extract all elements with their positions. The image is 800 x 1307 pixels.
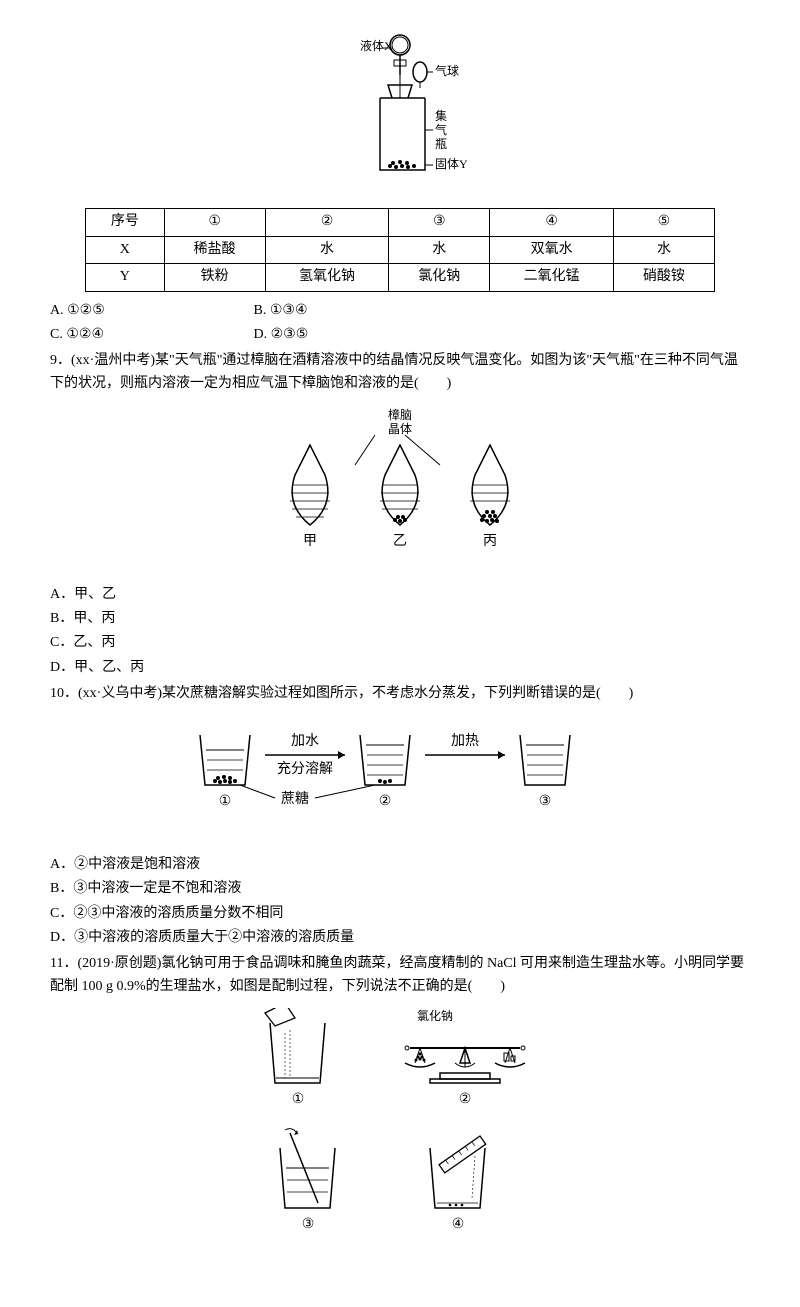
flask-label: 丙 <box>483 534 497 549</box>
cell: X <box>86 236 165 263</box>
q9-stem: 9．(xx·温州中考)某"天气瓶"通过樟脑在酒精溶液中的结晶情况反映气温变化。如… <box>50 350 750 395</box>
table-row: Y 铁粉 氢氧化钠 氯化钠 二氧化锰 硝酸铵 <box>86 264 715 291</box>
balloon-label: 气球 <box>435 63 459 78</box>
q10-figure: ① 加水 充分溶解 蔗糖 ② 加热 <box>50 715 750 843</box>
cell: 铁粉 <box>164 264 265 291</box>
choice: A．甲、乙 <box>50 584 750 606</box>
fig-title2: 晶体 <box>388 422 412 436</box>
q11-figure: ① 氯化钠 <box>50 1008 750 1276</box>
cell: Y <box>86 264 165 291</box>
bottle-label3: 瓶 <box>435 137 447 151</box>
fig-title: 樟脑 <box>388 407 412 422</box>
cell: 二氧化锰 <box>490 264 614 291</box>
q9-figure: 樟脑 晶体 甲 乙 <box>50 405 750 573</box>
q8-choice-row: A. ①②⑤ B. ①③④ <box>50 300 750 322</box>
choice: D. ②③⑤ <box>254 324 309 346</box>
cell: ⑤ <box>613 209 714 236</box>
arrow-label: 加水 <box>291 733 319 749</box>
cell: 水 <box>613 236 714 263</box>
beaker-num: ③ <box>539 794 552 809</box>
xy-table: 序号 ① ② ③ ④ ⑤ X 稀盐酸 水 水 双氧水 水 Y 铁粉 氢氧化钠 氯… <box>85 208 715 291</box>
step-num: ① <box>292 1092 305 1107</box>
choice: C. ①②④ <box>50 324 250 346</box>
bottle-label2: 气 <box>435 122 447 137</box>
beaker-num: ② <box>379 794 392 809</box>
arrow-label: 充分溶解 <box>277 761 333 777</box>
q10-stem: 10．(xx·义乌中考)某次蔗糖溶解实验过程如图所示，不考虑水分蒸发，下列判断错… <box>50 683 750 705</box>
q11-stem: 11．(2019·原创题)氯化钠可用于食品调味和腌鱼肉蔬菜，经高度精制的 NaC… <box>50 953 750 998</box>
cell: 水 <box>389 236 490 263</box>
step-num: ③ <box>302 1217 315 1232</box>
table-row: X 稀盐酸 水 水 双氧水 水 <box>86 236 715 263</box>
cell: 氢氧化钠 <box>265 264 389 291</box>
bottle-label: 集 <box>435 108 447 123</box>
choice: D．甲、乙、丙 <box>50 657 750 679</box>
choice: C．②③中溶液的溶质质量分数不相同 <box>50 903 750 925</box>
table-row: 序号 ① ② ③ ④ ⑤ <box>86 209 715 236</box>
choice: B．甲、丙 <box>50 608 750 630</box>
step-num: ② <box>459 1092 472 1107</box>
cell: 双氧水 <box>490 236 614 263</box>
cell: ① <box>164 209 265 236</box>
sugar-label: 蔗糖 <box>281 791 309 807</box>
cell: 序号 <box>86 209 165 236</box>
choice: B．③中溶液一定是不饱和溶液 <box>50 878 750 900</box>
choice: A. ①②⑤ <box>50 300 250 322</box>
cell: 硝酸铵 <box>613 264 714 291</box>
cell: 水 <box>265 236 389 263</box>
solid-y-label: 固体Y <box>435 157 468 171</box>
choice: C．乙、丙 <box>50 632 750 654</box>
nacl-label: 氯化钠 <box>417 1008 453 1023</box>
cell: ② <box>265 209 389 236</box>
cell: 稀盐酸 <box>164 236 265 263</box>
flask-label: 甲 <box>303 534 317 549</box>
choice: A．②中溶液是饱和溶液 <box>50 854 750 876</box>
arrow-label: 加热 <box>451 733 479 749</box>
step-num: ④ <box>452 1217 465 1232</box>
beaker-num: ① <box>219 794 232 809</box>
flask-label: 乙 <box>393 533 407 549</box>
liquid-x-label: 液体X <box>360 38 393 53</box>
choice: D．③中溶液的溶质质量大于②中溶液的溶质质量 <box>50 927 750 949</box>
cell: ④ <box>490 209 614 236</box>
choice: B. ①③④ <box>254 300 308 322</box>
apparatus-figure: 液体X 气球 集 气 瓶 固体Y <box>50 30 750 198</box>
q8-choice-row: C. ①②④ D. ②③⑤ <box>50 324 750 346</box>
cell: ③ <box>389 209 490 236</box>
cell: 氯化钠 <box>389 264 490 291</box>
